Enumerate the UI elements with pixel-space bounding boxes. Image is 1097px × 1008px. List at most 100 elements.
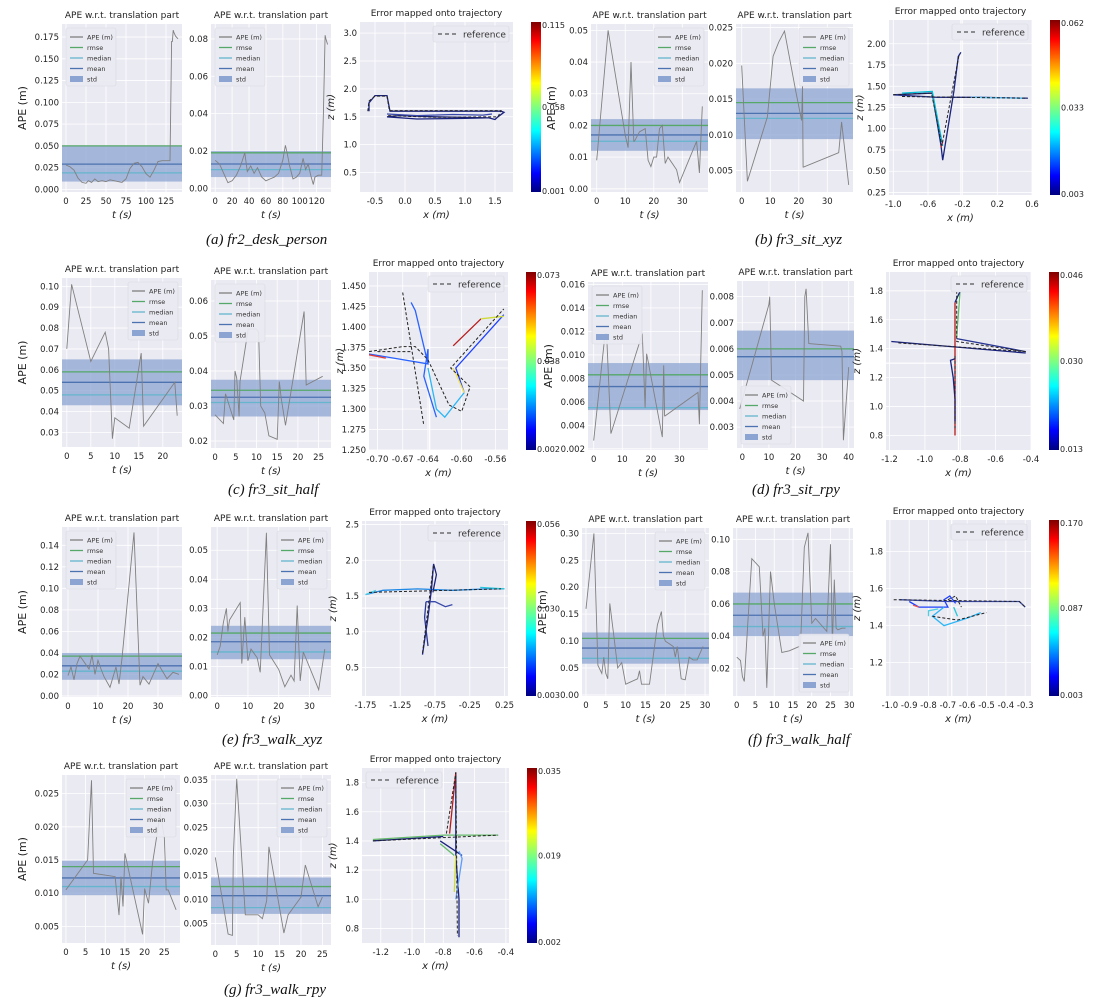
y-tick-label: 0.005 [35,922,59,932]
legend-item: APE (m) [87,537,113,545]
y-tick-label: 0.00 [569,185,588,195]
y-axis-label: APE (m) [545,86,558,130]
chart-b1: 0 10 20 30 0.00 0.01 0.02 0.03 0.04 0.05 APE w.r.t… [545,11,708,221]
colorbar [526,272,536,450]
y-tick-label: 0.03 [189,604,208,614]
y-tick-label: 0.06 [40,627,59,637]
y-tick-label: 1.75 [867,61,886,71]
legend-item: mean [762,423,780,431]
legend-item: std [675,76,685,84]
figure-caption: (d) fr3_sit_rpy [752,482,840,498]
y-tick-label: 0.05 [189,546,208,556]
x-axis-label: t (s) [639,210,659,221]
legend-item: rmse [820,650,836,658]
legend: reference [365,771,443,789]
ape-series-line [66,284,178,439]
y-tick-label: 1.8 [869,547,883,557]
x-tick-label: 30 [700,701,711,711]
colorbar-min: 0.002 [537,445,560,454]
colorbar [531,22,541,192]
y-tick-label: 2.0 [345,556,359,566]
legend-item: APE (m) [236,34,262,42]
legend-item: median [87,55,111,63]
reference-path [368,588,502,593]
x-tick-label: 100 [138,197,154,207]
x-tick-label: -0.7 [940,701,957,711]
y-axis-label: z (m) [852,595,863,622]
y-tick-label: 0.015 [35,856,59,866]
colorbar-mid: 0.019 [538,852,561,861]
x-tick-label: 15 [133,452,144,462]
legend: APE (m) rmse median mean std [276,530,328,590]
legend-item: median [236,311,260,319]
x-tick-label: -0.2 [954,200,971,210]
y-tick-label: 1.8 [869,287,883,297]
x-axis-label: x (m) [424,468,452,479]
x-tick-label: 15 [274,950,285,960]
x-tick-label: 30 [674,455,685,465]
x-tick-label: 10 [109,452,120,462]
legend-item: std [147,827,157,835]
ape-series-line [65,29,179,184]
y-tick-label: 0.10 [40,282,59,292]
y-tick-label: 0.20 [560,583,579,593]
legend-item: std [613,334,623,342]
trajectory-paths [365,563,505,655]
x-tick-label: -1.2 [881,455,898,465]
x-tick-label: -0.8 [920,701,937,711]
legend-item: reference [458,530,501,540]
y-tick-label: 0.00 [189,184,208,194]
y-axis-label: z (m) [855,95,866,122]
x-tick-label: 0 [213,950,218,960]
x-tick-label: 1.0 [458,197,472,207]
y-tick-label: 0.25 [560,556,579,566]
x-tick-label: 20 [648,197,659,207]
x-tick-label: 5 [88,452,93,462]
legend: APE (m) rmse median mean std [214,283,266,343]
legend-item: mean [298,816,316,824]
colorbar-max: 0.115 [542,21,565,30]
x-tick-label: 50 [101,197,112,207]
y-tick-label: 0.030 [184,800,208,810]
x-tick-label: 15 [640,701,651,711]
legend: APE (m) rmse median mean std [125,778,177,838]
x-tick-label: 0 [591,455,596,465]
std-band [211,379,331,417]
y-tick-label: 0.04 [711,632,730,642]
y-tick-label: 0.75 [867,146,886,156]
legend-item: rmse [613,302,629,310]
legend-item: median [147,806,171,814]
x-tick-label: 10 [93,702,104,712]
y-tick-label: 1.250 [342,446,366,456]
legend-item: std [236,76,246,84]
x-tick-label: 0 [65,702,70,712]
chart-title: Error mapped onto trajectory [893,259,1025,269]
y-tick-label: 0.04 [189,367,208,377]
y-tick-label: 0.00 [560,691,579,701]
y-tick-label: 0.005 [710,371,734,381]
x-tick-label: 10 [620,701,631,711]
y-tick-label: 0.020 [709,59,733,69]
y-tick-label: 1.400 [342,323,366,333]
chart-title: APE w.r.t. translation part [214,514,329,524]
legend: reference [432,25,510,43]
reference-path [947,595,962,608]
legend-item: median [676,559,700,567]
x-tick-label: 10 [765,197,776,207]
x-tick-label: 0 [583,701,588,711]
x-tick-label: 0 [63,948,68,958]
x-tick-label: 20 [157,452,168,462]
colorbar [1049,520,1059,696]
y-tick-label: 0.08 [189,35,208,45]
y-tick-label: 1.6 [869,316,883,326]
x-tick-label: 15 [120,948,131,958]
y-tick-label: 1.5 [345,592,359,602]
x-tick-label: 20 [296,950,307,960]
legend-item: rmse [298,547,314,555]
y-tick-label: 0.06 [189,297,208,307]
legend-item: median [613,313,637,321]
chart-e2: 0 10 20 30 0.00 0.01 0.02 0.03 0.04 0.05 APE w.r.t… [189,514,331,726]
x-tick-label: 40 [244,197,255,207]
x-axis-label: t (s) [785,466,805,477]
x-tick-label: -1.0 [882,701,899,711]
